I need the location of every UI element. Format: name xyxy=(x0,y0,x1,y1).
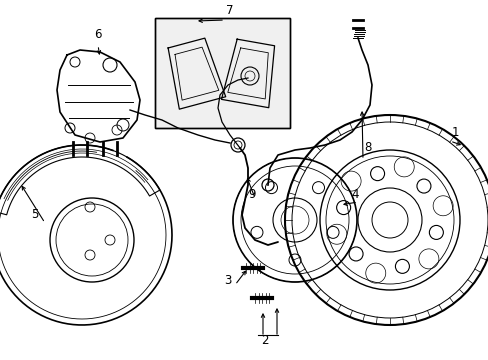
Text: 9: 9 xyxy=(248,189,255,202)
Text: 2: 2 xyxy=(261,333,268,346)
Text: 8: 8 xyxy=(364,141,371,154)
Text: 5: 5 xyxy=(31,208,39,221)
Text: 7: 7 xyxy=(226,4,233,17)
Text: 1: 1 xyxy=(450,126,458,139)
Bar xyxy=(155,18,289,128)
Text: 3: 3 xyxy=(224,274,231,287)
Text: 4: 4 xyxy=(350,189,358,202)
Bar xyxy=(155,18,289,128)
Text: 6: 6 xyxy=(94,28,102,41)
